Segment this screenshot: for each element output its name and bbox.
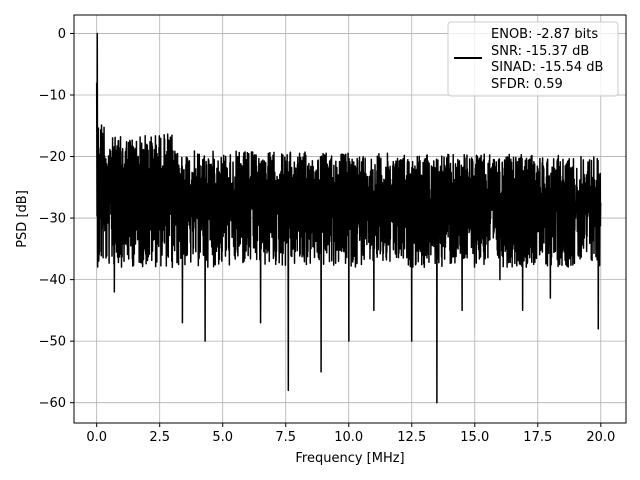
x-tick-label: 2.5: [149, 430, 170, 445]
x-axis-label: Frequency [MHz]: [295, 451, 404, 466]
y-tick-label: −60: [39, 396, 66, 411]
y-tick-label: −30: [39, 212, 66, 227]
y-axis-label: PSD [dB]: [15, 190, 30, 248]
y-tick-label: −40: [39, 273, 66, 288]
psd-line: [95, 32, 602, 404]
x-tick-label: 0.0: [86, 430, 107, 445]
legend: ENOB: -2.87 bits SNR: -15.37 dB SINAD: -…: [447, 21, 619, 97]
psd-series: [95, 32, 602, 404]
legend-enob: ENOB: -2.87 bits: [491, 27, 598, 42]
y-tick-label: −50: [39, 335, 66, 350]
plot-frame: [73, 14, 627, 424]
x-tick-label: 7.5: [275, 430, 296, 445]
x-tick-label: 10.0: [334, 430, 363, 445]
x-axis-ticks: 0.0 2.5 5.0 7.5 10.0 12.5 15.0 17.5 20.0: [86, 423, 615, 445]
legend-box: [447, 21, 619, 97]
legend-snr: SNR: -15.37 dB: [491, 44, 589, 59]
x-tick-label: 17.5: [523, 430, 552, 445]
x-tick-label: 15.0: [460, 430, 489, 445]
x-tick-label: 12.5: [397, 430, 426, 445]
x-tick-label: 20.0: [586, 430, 615, 445]
y-tick-label: −20: [39, 150, 66, 165]
legend-sinad: SINAD: -15.54 dB: [491, 60, 603, 75]
y-tick-label: −10: [39, 89, 66, 104]
y-axis-ticks: 0 −10 −20 −30 −40 −50 −60: [39, 27, 74, 411]
y-tick-label: 0: [58, 27, 66, 42]
x-tick-label: 5.0: [212, 430, 233, 445]
legend-sfdr: SFDR: 0.59: [491, 77, 563, 92]
